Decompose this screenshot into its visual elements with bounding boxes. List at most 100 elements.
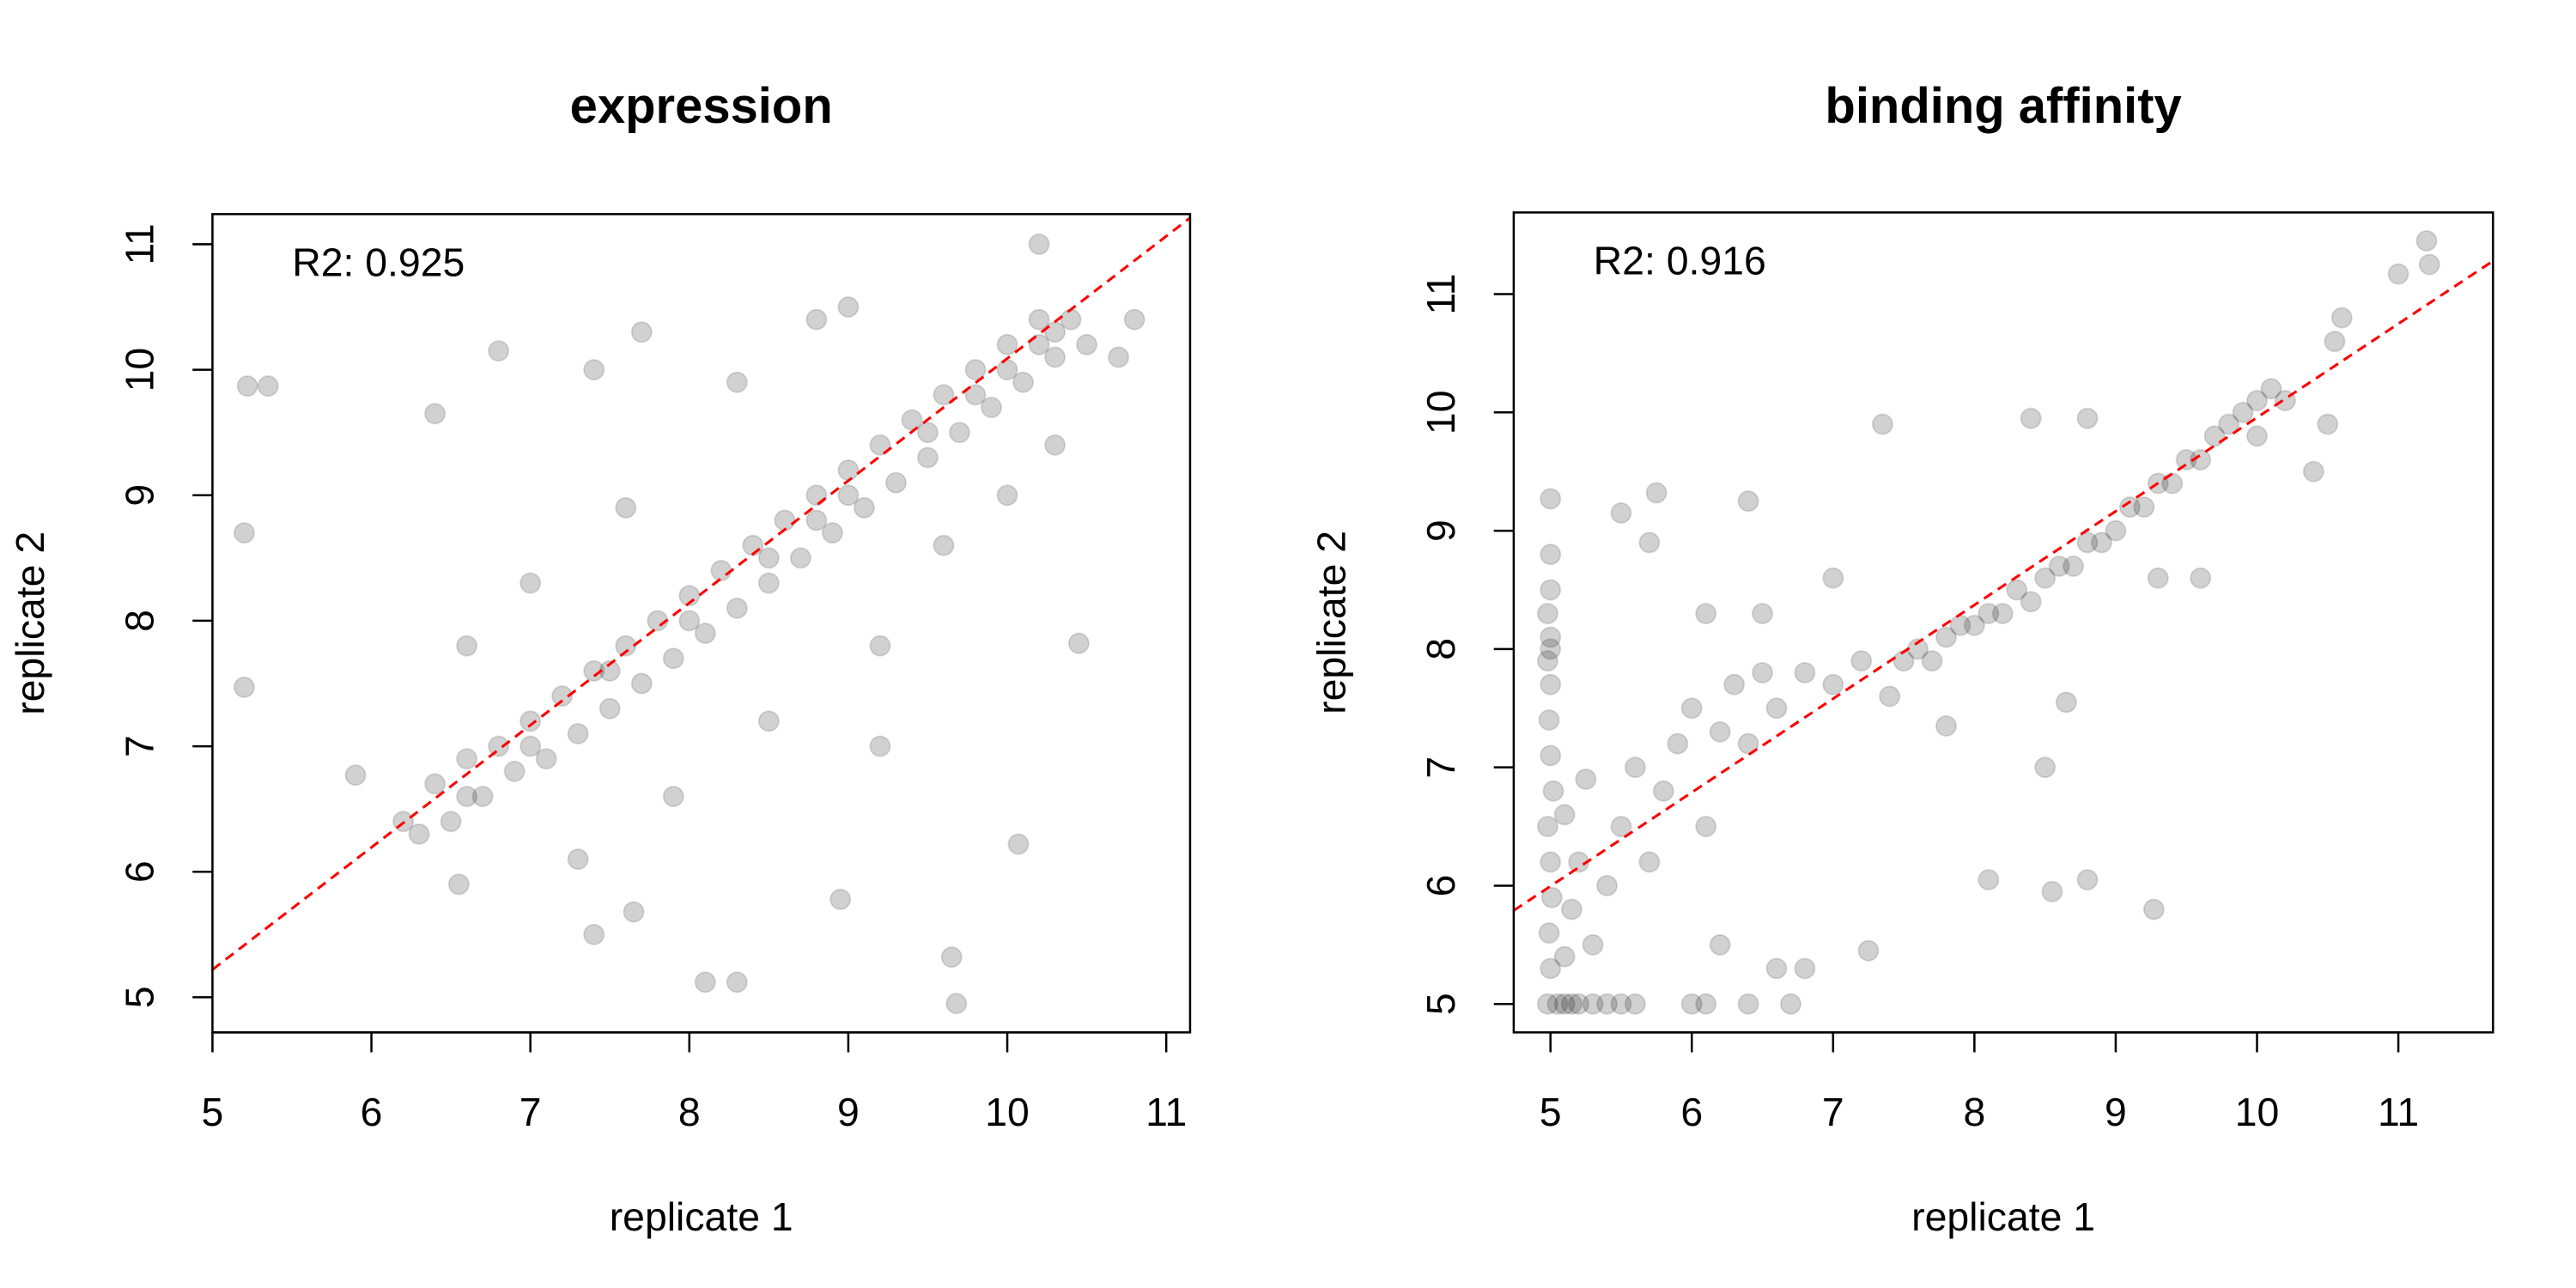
point [869,735,891,757]
point [2317,413,2339,435]
point [726,597,748,619]
point [1568,993,1590,1015]
point [2415,229,2438,252]
x-tick-label: 9 [837,1090,860,1134]
point [2055,691,2077,714]
point [1560,993,1583,1015]
x-tick-label: 7 [1822,1090,1844,1134]
point [1935,626,1958,648]
point [1540,673,1562,696]
point [551,685,574,708]
x-tick-label: 5 [1540,1090,1562,1134]
point [1540,957,1562,980]
point [2245,425,2269,447]
point [1638,851,1661,873]
x-tick-label: 7 [519,1090,542,1134]
point [1610,501,1632,524]
point [1540,488,1562,510]
point [996,359,1018,381]
point [503,760,526,782]
y-tick-label: 8 [1419,638,1463,660]
point [1540,851,1562,873]
point [424,773,447,795]
point [2006,579,2028,601]
point [1044,434,1066,456]
point [996,333,1018,355]
point [757,572,780,594]
point [1794,957,1816,980]
x-tick-label: 8 [678,1090,701,1134]
point [853,496,876,519]
plot-area [212,216,1190,1015]
point [1536,602,1558,625]
point [1751,602,1774,625]
point [1935,714,1958,738]
point [2387,263,2409,285]
annotation: R2: 0.925 [292,240,465,285]
point [1963,614,1985,636]
chart-title: expression [570,79,833,134]
point [1652,780,1674,802]
point [2142,898,2165,920]
point [2260,378,2282,400]
point [519,735,542,757]
point [2105,519,2127,542]
point [1610,993,1632,1015]
point [774,509,796,532]
point [1794,661,1816,683]
point [1978,869,2000,891]
point [2418,253,2440,276]
point [623,901,645,923]
point [1540,579,1562,601]
point [2245,389,2269,412]
point [1553,804,1576,826]
point [662,785,684,808]
point [2076,532,2099,554]
point [1624,993,1646,1015]
y-tick-label: 5 [117,986,161,1008]
plot-area [1513,229,2494,1015]
point [1540,544,1562,566]
point [2232,401,2254,423]
point [1695,602,1717,625]
point [519,710,542,732]
point [2175,448,2197,471]
point [2218,413,2240,435]
point [519,572,542,594]
point [1536,993,1558,1015]
point [2076,869,2099,891]
point [996,484,1018,507]
point [488,735,510,757]
point [2048,555,2070,577]
point [567,848,589,871]
point [1540,744,1562,767]
point [1007,833,1030,855]
point [1067,632,1090,654]
point [805,484,828,507]
point [694,622,716,645]
point [1540,886,1563,908]
point [1680,993,1703,1015]
point [1538,708,1560,732]
point [2020,591,2042,613]
point [233,676,256,698]
point [1595,993,1619,1015]
y-tick-label: 5 [1419,993,1463,1015]
point [1595,874,1619,897]
reference-line [1513,259,2494,912]
x-tick-label: 8 [1963,1090,1985,1134]
point [710,559,732,582]
x-tick-label: 11 [2378,1090,2419,1134]
point [1560,898,1583,920]
y-axis-label: replicate 2 [8,532,52,715]
point [1737,993,1759,1015]
point [1737,490,1759,513]
point [2063,555,2085,577]
y-axis-label: replicate 2 [1309,531,1353,714]
point [1695,815,1717,838]
point [964,359,987,381]
y-tick-label: 6 [117,860,161,883]
point [1667,732,1689,755]
point [1546,993,1569,1015]
